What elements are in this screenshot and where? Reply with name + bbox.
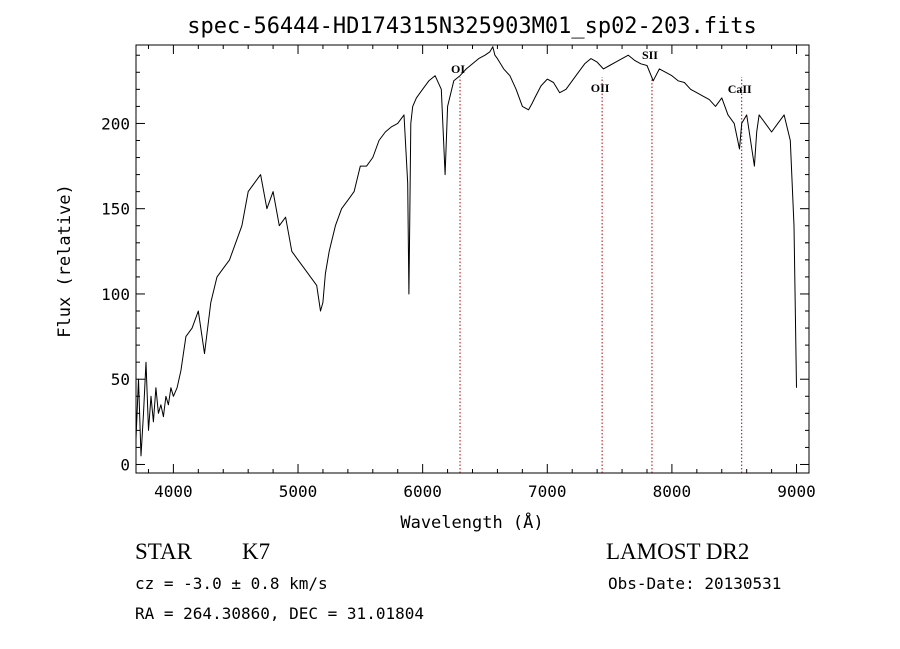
spectral-subclass: K7 — [242, 539, 271, 564]
marker-label: CaII — [728, 82, 752, 96]
line-markers: OI OII SII CaII — [451, 48, 752, 473]
coordinates-readout: RA = 264.30860, DEC = 31.01804 — [135, 604, 424, 623]
x-axis-label: Wavelength (Å) — [400, 511, 543, 533]
chart-title: spec-56444-HD174315N325903M01_sp02-203.f… — [187, 14, 757, 39]
y-tick-label: 0 — [120, 455, 130, 474]
y-tick-label: 100 — [101, 285, 130, 304]
axis-ticks: 4000 5000 6000 7000 8000 9000 0 50 100 150 200 — [101, 45, 816, 501]
marker-label: SII — [642, 48, 658, 62]
observation-date: Obs-Date: 20130531 — [608, 574, 782, 593]
y-tick-label: 50 — [111, 370, 130, 389]
x-tick-label: 9000 — [777, 482, 816, 501]
survey-name: LAMOST DR2 — [606, 539, 750, 564]
y-axis-label: Flux (relative) — [55, 184, 75, 338]
y-tick-label: 200 — [101, 114, 130, 133]
marker-label: OII — [591, 81, 610, 95]
y-tick-label: 150 — [101, 200, 130, 219]
series-layer — [135, 46, 797, 457]
x-tick-label: 5000 — [279, 482, 318, 501]
marker-label: OI — [451, 62, 465, 76]
spectrum-line — [135, 46, 797, 457]
x-tick-label: 7000 — [528, 482, 567, 501]
object-type: STAR — [135, 539, 192, 564]
x-tick-label: 6000 — [403, 482, 442, 501]
redshift-readout: cz = -3.0 ± 0.8 km/s — [135, 574, 328, 593]
x-tick-label: 4000 — [154, 482, 193, 501]
plot-frame — [135, 44, 810, 474]
x-tick-label: 8000 — [653, 482, 692, 501]
